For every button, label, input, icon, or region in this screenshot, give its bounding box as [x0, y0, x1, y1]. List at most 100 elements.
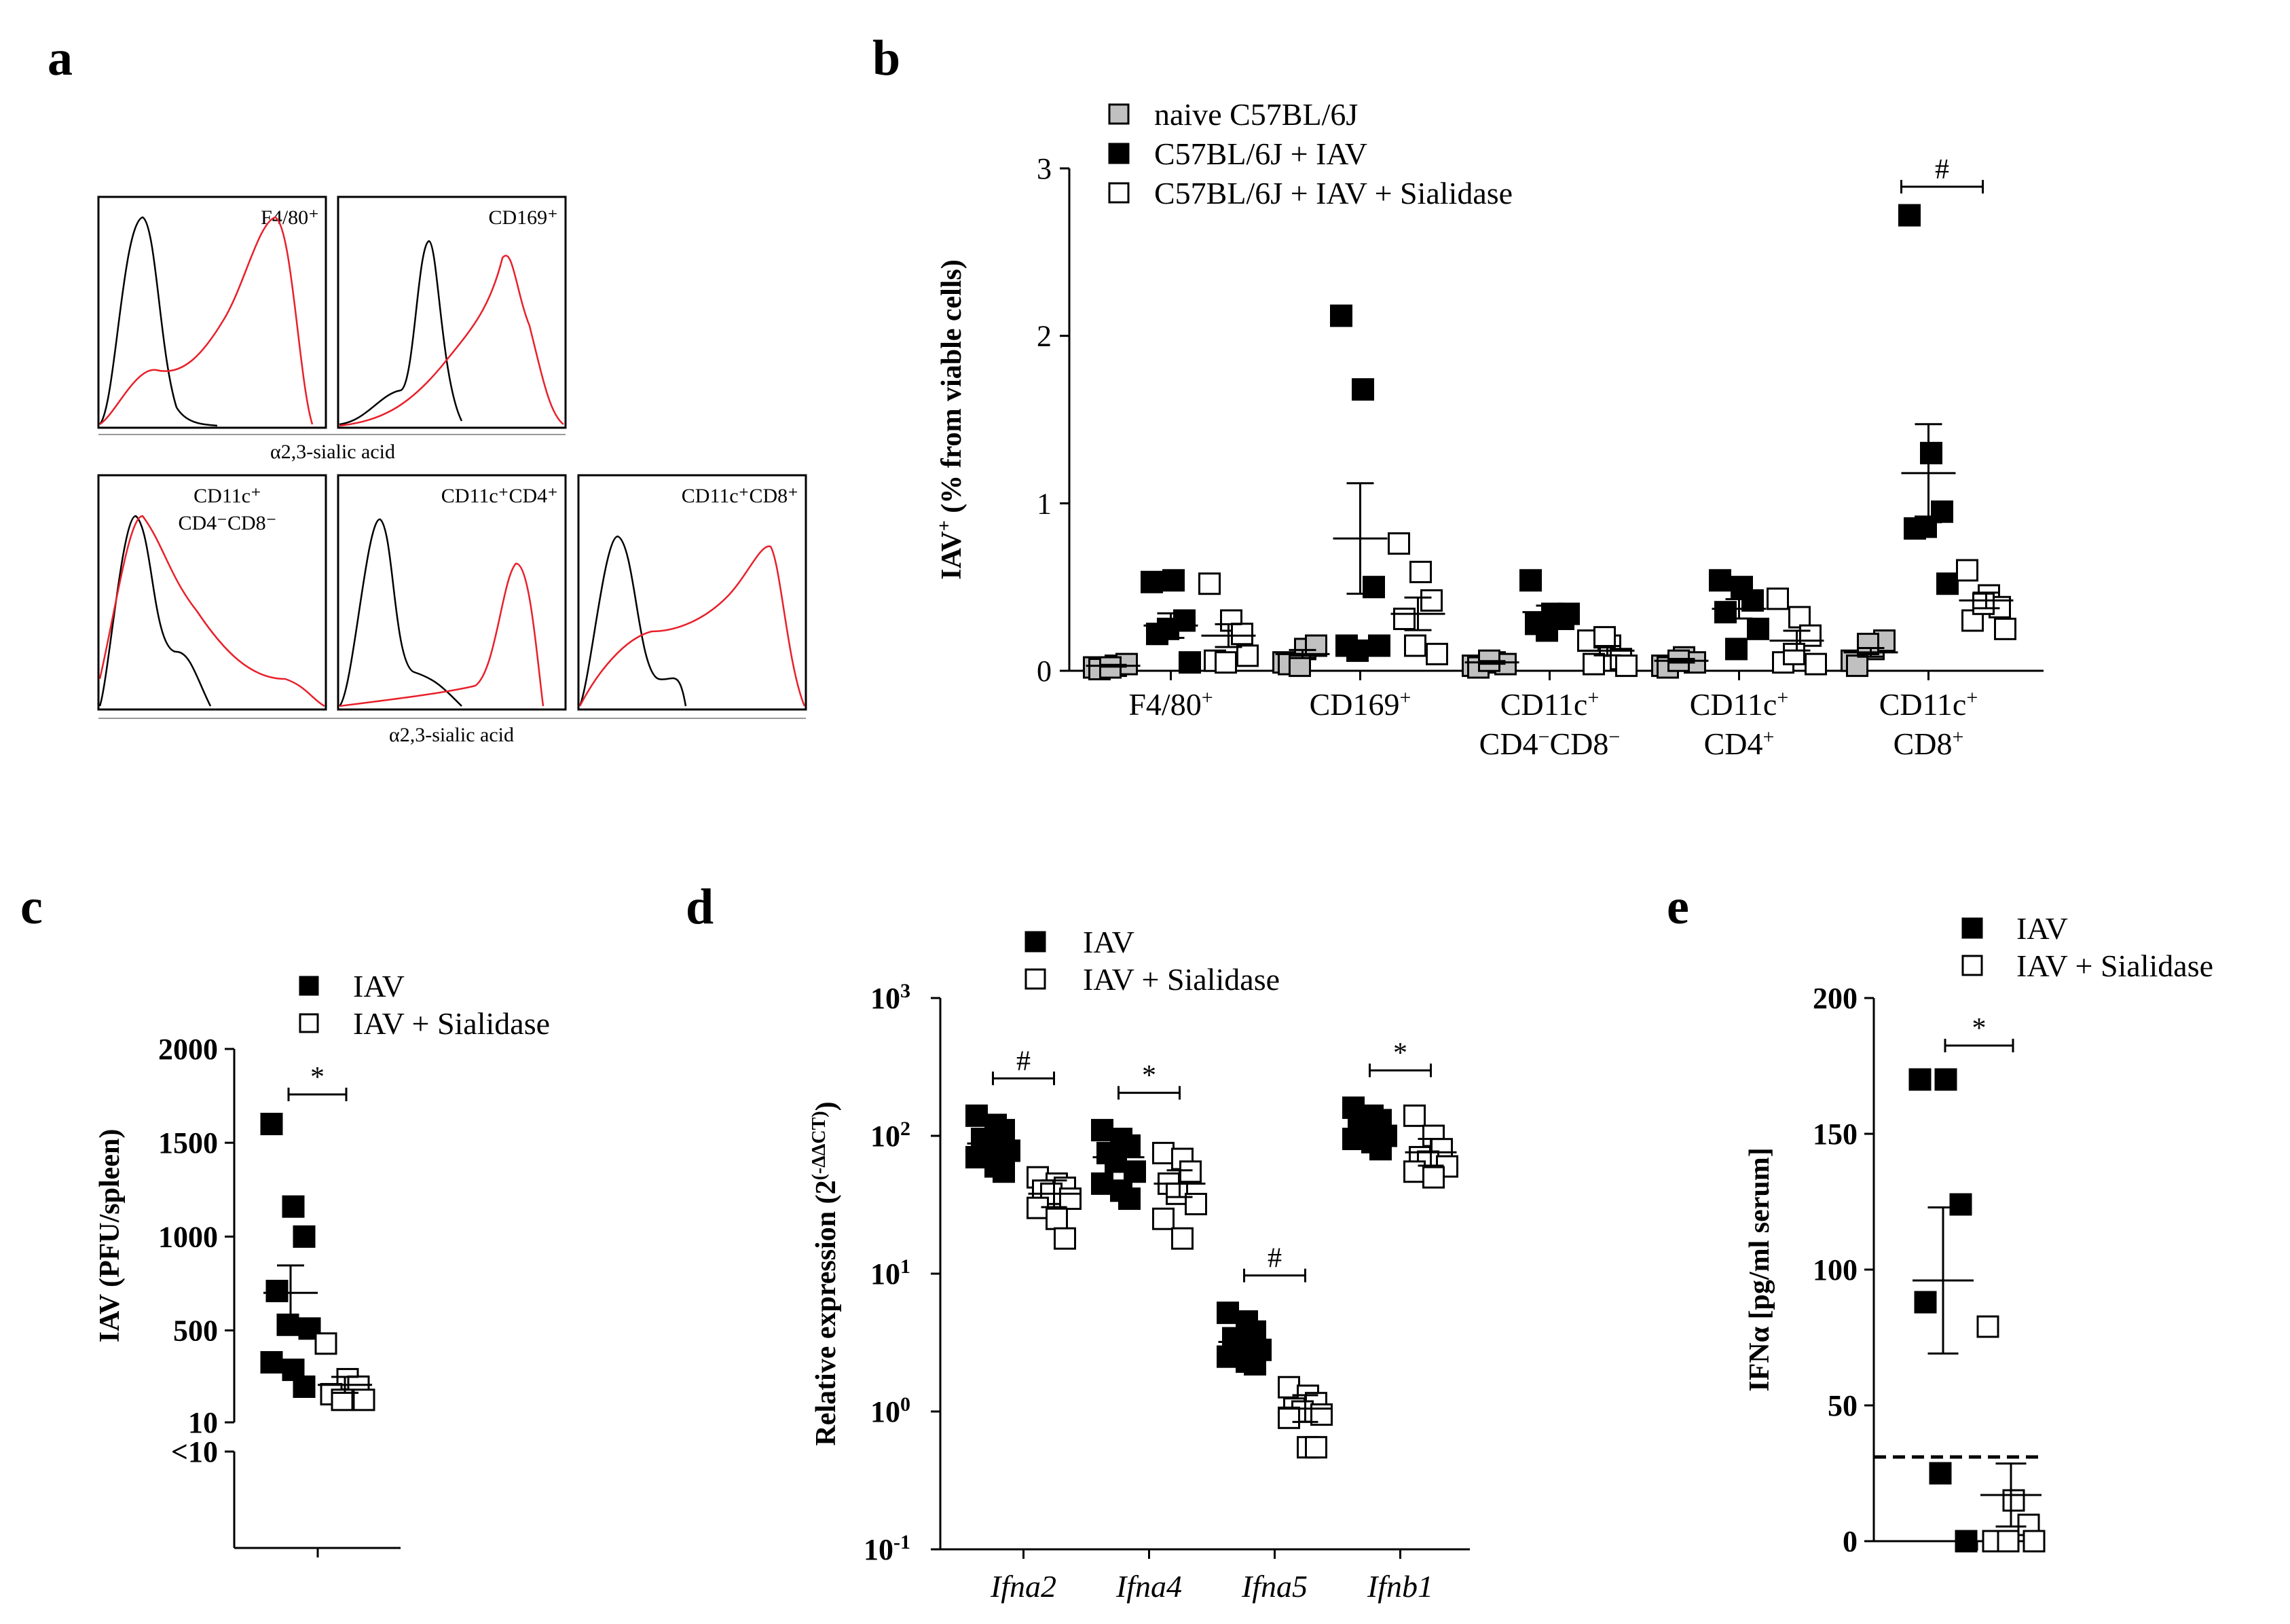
- y-tick-label-exponent: 0: [900, 1393, 910, 1416]
- data-point: [1409, 560, 1432, 583]
- data-point: [1767, 587, 1789, 610]
- data-point: [282, 1195, 305, 1218]
- x-tick-label-part: CD8: [1550, 726, 1609, 761]
- x-tick-label: CD11c+: [1690, 686, 1789, 722]
- data-point: [1059, 1187, 1082, 1211]
- data-point: [1788, 606, 1811, 629]
- x-tick-label-part: +: [1777, 686, 1788, 709]
- legend-marker: [1961, 917, 1983, 939]
- histogram-stain-curve: [98, 515, 325, 707]
- data-point: [1403, 1160, 1426, 1183]
- x-tick-label: CD11c+: [1879, 686, 1978, 722]
- x-tick-label-part: CD169: [1310, 687, 1400, 722]
- legend-label: IAV + Sialidase: [1083, 962, 1280, 997]
- data-point: [1152, 1207, 1175, 1230]
- histogram-control-curve: [98, 515, 212, 707]
- y-tick-label: 10: [188, 1406, 218, 1439]
- data-point: [1217, 1345, 1239, 1368]
- x-tick-label-part: CD4: [1479, 726, 1538, 761]
- data-point: [1420, 589, 1443, 612]
- data-point: [1330, 304, 1352, 327]
- y-axis-label: IFNα [pg/ml serum]: [1744, 1147, 1775, 1391]
- y-tick-label: 2000: [158, 1033, 218, 1066]
- data-point: [1244, 1352, 1266, 1376]
- x-tick-label-part: +: [1762, 726, 1774, 748]
- data-point: [1557, 602, 1580, 625]
- legend-marker: [1108, 182, 1130, 204]
- y-axis-label-part: IAV: [94, 1294, 126, 1342]
- y-axis-label: IAV (PFU/spleen): [94, 1129, 126, 1343]
- data-point: [1956, 559, 1978, 582]
- data-point: [1342, 1128, 1365, 1151]
- x-tick-label-part: +: [1399, 686, 1411, 709]
- x-tick-label: CD11c+: [1500, 686, 1600, 722]
- data-point: [1934, 1068, 1957, 1091]
- panel-label-d: d: [686, 879, 714, 935]
- data-point: [1799, 624, 1822, 647]
- y-axis-label-part: (% from viable cells): [936, 259, 967, 520]
- significance-bracket-label: *: [310, 1062, 325, 1093]
- y-axis-label-part: ): [811, 1101, 842, 1111]
- data-point: [993, 1160, 1015, 1183]
- data-point: [1217, 1302, 1239, 1325]
- histogram-xlabel-top: α2,3-sialic acid: [270, 441, 395, 463]
- data-point: [1898, 204, 1921, 227]
- data-point: [2023, 1530, 2046, 1553]
- x-tick-label: F4/80+: [1128, 686, 1213, 722]
- x-tick-label: CD8+: [1894, 726, 1964, 762]
- x-tick-label-part: +: [1966, 686, 1978, 709]
- data-point: [1403, 1104, 1426, 1127]
- data-point: [1305, 1436, 1327, 1459]
- data-point: [1994, 617, 2016, 640]
- histogram-stain-curve: [339, 255, 564, 427]
- x-tick-label-part: −: [1538, 726, 1550, 748]
- data-point: [1972, 592, 1995, 615]
- x-tick-label-part: CD11c: [1879, 687, 1967, 722]
- y-axis-label-part: (-ΔΔCT): [809, 1111, 830, 1180]
- y-tick-label: 103: [870, 980, 910, 1016]
- y-tick-label-exponent: 2: [900, 1118, 910, 1140]
- data-point: [1783, 642, 1805, 665]
- data-point: [1519, 569, 1542, 592]
- y-tick-label-base: 10: [870, 982, 900, 1015]
- x-tick-label-part: −: [1608, 726, 1620, 748]
- data-point: [1157, 617, 1179, 640]
- data-point: [1105, 1150, 1127, 1173]
- data-point: [314, 1332, 337, 1355]
- data-point: [1914, 1291, 1937, 1314]
- legend-marker: [1024, 968, 1046, 990]
- data-point: [1179, 651, 1201, 674]
- significance-bracket-label: *: [1393, 1038, 1407, 1069]
- legend-marker: [1108, 103, 1130, 125]
- legend-marker: [1961, 955, 1983, 976]
- legend-label: C57BL/6J + IAV + Sialidase: [1154, 176, 1513, 210]
- panel-label-e: e: [1667, 879, 1689, 935]
- histogram-xlabel-bottom: α2,3-sialic acid: [389, 724, 514, 746]
- significance-bracket-label: *: [1142, 1060, 1156, 1092]
- y-tick-label: 0: [1843, 1525, 1858, 1558]
- legend-label: IAV + Sialidase: [353, 1006, 550, 1041]
- x-tick-label: Ifna4: [1115, 1569, 1182, 1604]
- y-tick-label-exponent: -1: [893, 1531, 910, 1553]
- panel-label-c: c: [20, 879, 43, 935]
- y-tick-label: 200: [1813, 982, 1858, 1015]
- legend-marker: [1024, 931, 1046, 953]
- y-tick-label-base: 10: [864, 1533, 893, 1566]
- data-point: [1936, 572, 1959, 595]
- data-point: [1198, 572, 1221, 595]
- data-point: [1166, 1182, 1188, 1205]
- legend-marker: [1108, 143, 1130, 164]
- legend-label: IAV: [1083, 925, 1134, 959]
- x-tick-label: Ifna5: [1241, 1569, 1308, 1604]
- histogram-label-cd11c-cd4: CD11c⁺CD4⁺: [441, 485, 558, 507]
- histogram-label-cd169: CD169⁺: [488, 206, 558, 229]
- x-tick-label-part: +: [1202, 686, 1213, 709]
- y-axis-label: Relative expression (2(-ΔΔCT)): [809, 1101, 843, 1445]
- histogram-stain-curve: [339, 562, 544, 707]
- histogram-cd169: [337, 196, 567, 429]
- legend-label: IAV + Sialidase: [2016, 948, 2213, 983]
- y-tick-label: 102: [870, 1118, 910, 1154]
- data-point: [1949, 1193, 1972, 1216]
